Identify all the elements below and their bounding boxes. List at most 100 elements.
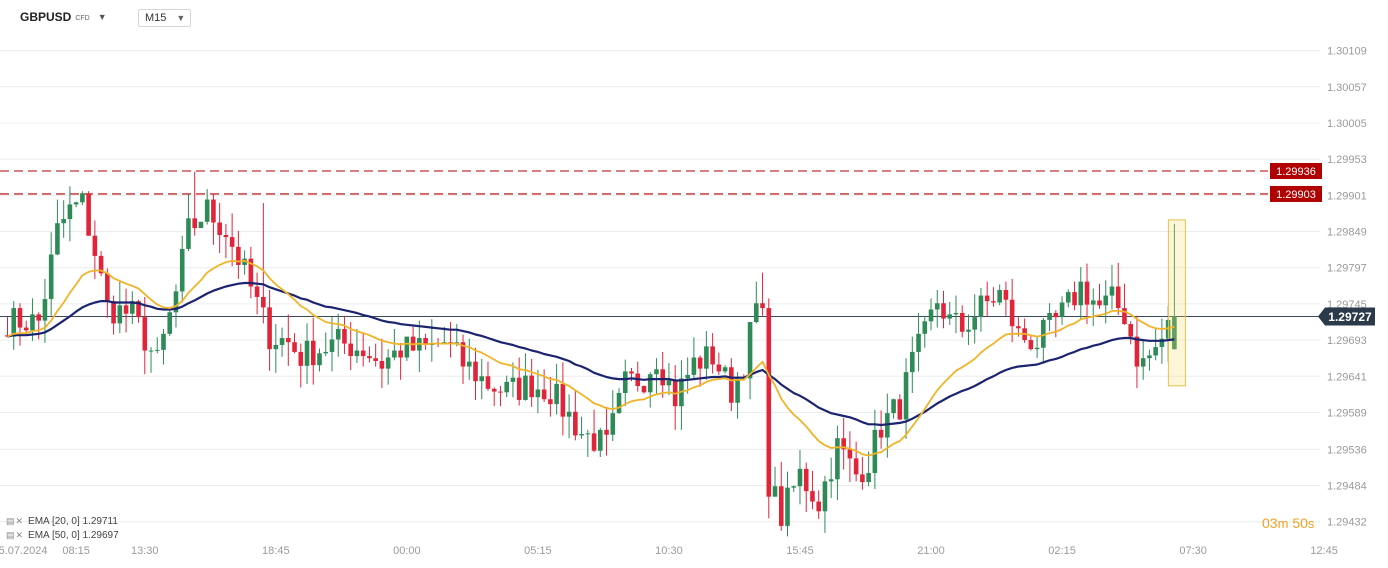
candle-body <box>98 255 104 274</box>
candle-body <box>504 381 509 393</box>
candle-body <box>966 329 971 332</box>
current-candle-highlight <box>1167 219 1186 387</box>
candle-body <box>286 338 291 343</box>
candle-body <box>697 357 703 369</box>
candle-body <box>1084 281 1090 305</box>
candle-body <box>1140 358 1146 367</box>
candle-body <box>267 307 272 350</box>
candle-body <box>573 411 578 436</box>
candle-body <box>685 374 690 379</box>
candle-body <box>1059 302 1065 318</box>
chevron-down-icon[interactable]: ▼ <box>176 13 186 23</box>
candle-body <box>360 350 366 357</box>
candle-body <box>261 296 266 308</box>
candle-body <box>454 342 460 344</box>
timeframe-label: M15 <box>145 12 167 24</box>
candle-body <box>947 314 953 319</box>
candle-body <box>323 351 329 354</box>
time-axis[interactable]: 15.07.2024 08:15 13:30 18:45 00:00 05:15 10:30… <box>0 545 1338 557</box>
candle-body <box>367 356 372 359</box>
candle-body <box>710 346 715 365</box>
resistance-price-tag <box>1270 185 1322 202</box>
candle-body <box>629 371 634 374</box>
candle-body <box>828 479 834 482</box>
candle-body <box>498 391 503 393</box>
candle-body <box>510 377 516 382</box>
resistance-price-label: 1.29936 <box>1276 166 1316 178</box>
candle-body <box>853 458 859 475</box>
timeframe-selector[interactable]: M15 ▼ <box>138 9 192 27</box>
candle-body <box>1103 295 1109 306</box>
instrument-type: CFD <box>75 15 90 22</box>
symbol-selector[interactable]: GBPUSD CFD ▼ <box>20 8 107 26</box>
candle-body <box>566 411 572 417</box>
price-tick-label: 1.29849 <box>1327 227 1367 239</box>
candle-body <box>42 299 48 321</box>
candle-body <box>130 301 135 314</box>
ema-20-line <box>7 259 1175 457</box>
candle-body <box>1109 286 1115 296</box>
indicator-settings-icon[interactable]: ▤✕ <box>6 530 25 540</box>
candle-body <box>329 339 335 352</box>
indicator-ema-20[interactable]: ▤✕ EMA [20, 0] 1.29711 <box>6 516 118 527</box>
candle-body <box>460 342 466 367</box>
time-tick-label: 21:00 <box>917 545 945 557</box>
price-axis[interactable]: 1.30109 1.30057 1.30005 1.29953 1.29901 1.298… <box>1327 46 1367 529</box>
candle-body <box>523 375 528 400</box>
time-tick-label: 08:15 <box>62 545 90 557</box>
candle-body <box>1028 340 1034 350</box>
time-tick-label: 13:30 <box>131 545 159 557</box>
candle-body <box>1066 292 1071 303</box>
candle-body <box>86 193 91 236</box>
candle-body <box>1016 326 1021 329</box>
candle-body <box>910 351 915 373</box>
candle-body <box>242 258 247 265</box>
candle-body <box>1041 319 1046 348</box>
time-tick-label: 12:45 <box>1310 545 1338 557</box>
indicator-ema-50[interactable]: ▤✕ EMA [50, 0] 1.29697 <box>6 530 119 541</box>
price-tick-label: 1.29641 <box>1327 371 1367 383</box>
candle-body <box>154 349 160 351</box>
candle-body <box>991 301 996 303</box>
price-tick-label: 1.30005 <box>1327 118 1367 130</box>
candle-body <box>535 389 541 398</box>
candle-body <box>111 301 116 324</box>
candle-body <box>579 434 584 436</box>
candle-body <box>1009 299 1015 327</box>
candle-body <box>729 367 734 403</box>
candle-body <box>934 303 940 310</box>
chevron-down-icon[interactable]: ▼ <box>97 12 107 22</box>
candle-body <box>878 429 884 438</box>
candle-body <box>891 399 896 414</box>
candle-body <box>1034 347 1040 350</box>
candle-body <box>803 468 809 492</box>
candle-body <box>772 486 778 497</box>
candle-body <box>591 433 597 451</box>
candle-body <box>23 327 29 331</box>
candle-body <box>136 301 141 318</box>
candle-body <box>348 343 353 357</box>
price-tick-label: 1.29536 <box>1327 444 1367 456</box>
candle-body <box>866 473 871 483</box>
candle-body <box>298 351 304 366</box>
candle-body <box>660 369 665 386</box>
candle-body <box>317 353 322 366</box>
candle-body <box>473 361 478 382</box>
candle-body <box>816 501 821 512</box>
candle-body <box>17 308 23 328</box>
candle-body <box>835 438 840 480</box>
candle-body <box>972 317 977 330</box>
candle-body <box>1153 347 1158 356</box>
candle-body <box>292 342 297 352</box>
candle-body <box>161 333 166 350</box>
time-tick-label: 00:00 <box>393 545 421 557</box>
candle-body <box>1115 286 1121 309</box>
indicator-settings-icon[interactable]: ▤✕ <box>6 516 25 526</box>
candle-body <box>647 374 653 393</box>
time-tick-label: 18:45 <box>262 545 290 557</box>
candle-body <box>641 386 647 393</box>
candle-body <box>598 429 603 451</box>
candle-body <box>123 305 129 314</box>
timer-minutes: 03 <box>1262 515 1278 531</box>
